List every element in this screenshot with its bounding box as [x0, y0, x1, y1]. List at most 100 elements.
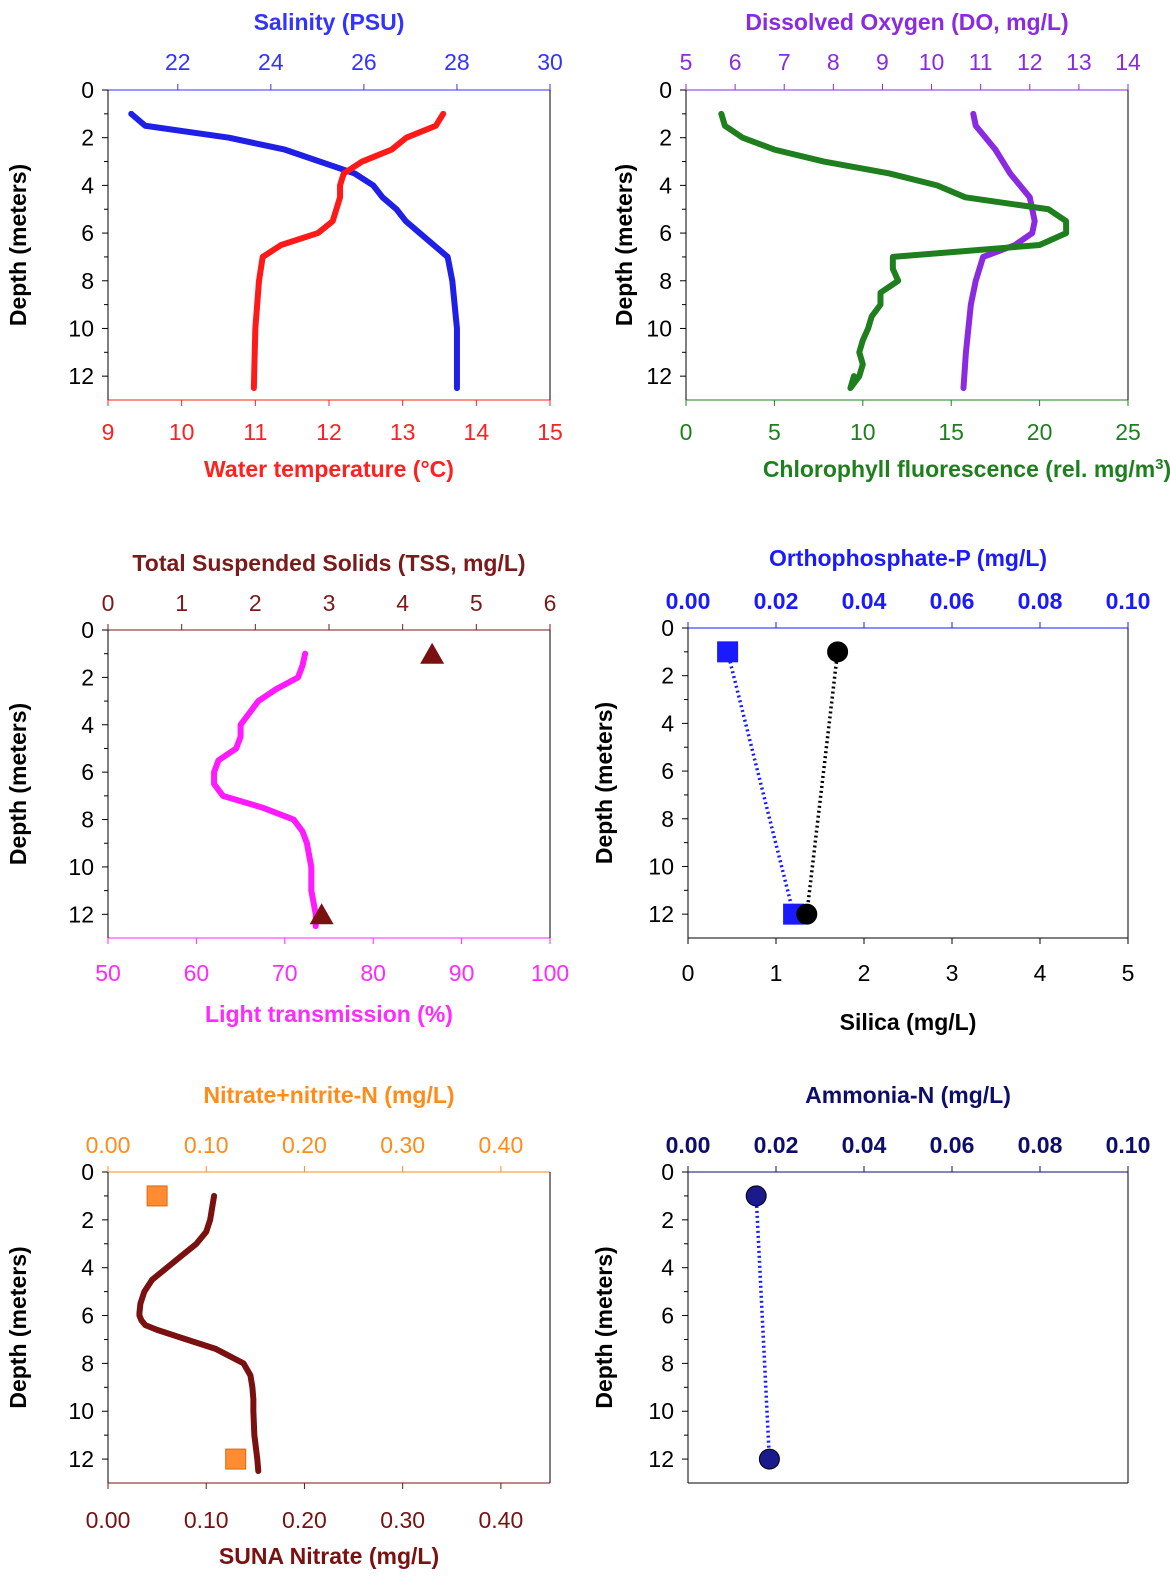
- bottom-tick-label: 0.00: [86, 1507, 131, 1533]
- y-tick-label: 10: [68, 1398, 94, 1424]
- top-tick-label: 0.10: [184, 1132, 229, 1158]
- top-tick-label: 11: [969, 49, 993, 75]
- series-line: [136, 1192, 262, 1475]
- top-tick-label: 0.10: [1106, 1132, 1151, 1158]
- y-tick-label: 10: [68, 854, 94, 880]
- bottom-tick-label: 0.10: [184, 1507, 229, 1533]
- bottom-tick-label: 5: [768, 419, 781, 445]
- bottom-tick-label: 1: [770, 960, 783, 986]
- top-tick-label: 0.00: [86, 1132, 131, 1158]
- top-tick-label: 22: [165, 49, 191, 75]
- series-line: [211, 650, 319, 930]
- top-tick-label: 28: [444, 49, 470, 75]
- top-axis-title: Nitrate+nitrite-N (mg/L): [203, 1082, 454, 1108]
- bottom-axis-title: SUNA Nitrate (mg/L): [219, 1543, 439, 1569]
- top-tick-label: 0.04: [842, 588, 887, 614]
- y-axis-label: Depth (meters): [5, 164, 31, 326]
- top-tick-label: 13: [1066, 49, 1092, 75]
- bottom-axis-title: Silica (mg/L): [840, 1009, 977, 1035]
- y-tick-label: 8: [81, 268, 94, 294]
- data-point-square: [225, 1448, 247, 1470]
- top-tick-label: 8: [827, 49, 840, 75]
- series-dotted-line: [725, 651, 796, 915]
- y-tick-label: 8: [659, 268, 672, 294]
- y-tick-label: 12: [68, 901, 94, 927]
- data-point-circle: [758, 1448, 780, 1470]
- y-tick-label: 0: [81, 617, 94, 643]
- top-tick-label: 0.30: [380, 1132, 425, 1158]
- bottom-axis-title: Light transmission (%): [205, 1001, 453, 1027]
- y-axis-label: Depth (meters): [611, 164, 637, 326]
- y-axis-label: Depth (meters): [591, 702, 617, 864]
- data-point-circle: [796, 903, 818, 925]
- y-tick-label: 0: [81, 1159, 94, 1185]
- bottom-axis-title: Water temperature (°C): [204, 456, 454, 482]
- data-point-circle: [827, 641, 849, 663]
- series-dissolved-oxygen-do-mg-l-: [960, 110, 1038, 392]
- series-light-transmission-: [211, 650, 319, 930]
- y-tick-label: 2: [659, 125, 672, 151]
- top-tick-label: 0.00: [666, 588, 711, 614]
- y-tick-label: 8: [661, 1350, 674, 1376]
- superscript: 3: [1155, 456, 1163, 473]
- top-tick-label: 0.04: [842, 1132, 887, 1158]
- top-tick-label: 0.06: [930, 588, 975, 614]
- y-tick-label: 6: [81, 220, 94, 246]
- bottom-tick-label: 50: [95, 960, 121, 986]
- y-tick-label: 2: [81, 664, 94, 690]
- bottom-tick-label: 0: [682, 960, 695, 986]
- y-tick-label: 2: [81, 1207, 94, 1233]
- y-tick-label: 4: [81, 172, 94, 198]
- series-line: [250, 110, 447, 392]
- bottom-axis-title: Chlorophyll fluorescence (rel. mg/m3): [763, 456, 1170, 483]
- top-tick-label: 3: [323, 590, 336, 616]
- top-tick-label: 24: [258, 49, 284, 75]
- y-tick-label: 12: [648, 901, 674, 927]
- top-axis-title: Orthophosphate-P (mg/L): [769, 545, 1047, 571]
- bottom-tick-label: 4: [1034, 960, 1047, 986]
- top-tick-label: 30: [537, 49, 563, 75]
- top-tick-label: 0.10: [1106, 588, 1151, 614]
- y-tick-label: 10: [648, 853, 674, 879]
- chart-panel-ammonia: 0 2 4 6 8 10 12 Depth (meters) 0.00 0.02 0.04 0.06 0…: [591, 1082, 1151, 1484]
- bottom-tick-label: 70: [272, 960, 298, 986]
- bottom-tick-label: 10: [850, 419, 876, 445]
- top-tick-label: 0.08: [1018, 1132, 1063, 1158]
- top-tick-label: 0.20: [282, 1132, 327, 1158]
- top-tick-label: 5: [680, 49, 693, 75]
- y-tick-label: 8: [81, 807, 94, 833]
- series-total-suspended-solids-tss-mg-l-: [309, 642, 445, 925]
- top-tick-label: 6: [729, 49, 742, 75]
- y-tick-label: 8: [661, 806, 674, 832]
- y-tick-label: 10: [648, 1398, 674, 1424]
- top-tick-label: 12: [1017, 49, 1043, 75]
- series-nitrate-nitrite-n-mg-l-: [146, 1185, 247, 1470]
- bottom-tick-label: 0.40: [479, 1507, 524, 1533]
- y-tick-label: 2: [661, 663, 674, 689]
- y-tick-label: 4: [659, 172, 672, 198]
- bottom-tick-label: 12: [316, 419, 342, 445]
- y-axis-label: Depth (meters): [591, 1246, 617, 1408]
- y-tick-label: 8: [81, 1350, 94, 1376]
- y-tick-label: 12: [68, 363, 94, 389]
- y-tick-label: 12: [68, 1446, 94, 1472]
- bottom-tick-label: 10: [169, 419, 195, 445]
- y-tick-label: 10: [646, 315, 672, 341]
- y-tick-label: 2: [81, 125, 94, 151]
- top-tick-label: 0.40: [479, 1132, 524, 1158]
- bottom-tick-label: 0.20: [282, 1507, 327, 1533]
- y-axis-label: Depth (meters): [5, 1246, 31, 1408]
- y-tick-label: 4: [661, 710, 674, 736]
- top-tick-label: 4: [396, 590, 409, 616]
- y-tick-label: 6: [661, 758, 674, 784]
- data-point-triangle: [309, 903, 334, 925]
- y-tick-label: 6: [661, 1303, 674, 1329]
- series-line: [718, 110, 1070, 392]
- y-tick-label: 0: [81, 77, 94, 103]
- top-tick-label: 26: [351, 49, 377, 75]
- bottom-tick-label: 20: [1027, 419, 1053, 445]
- top-axis-title: Total Suspended Solids (TSS, mg/L): [132, 550, 525, 576]
